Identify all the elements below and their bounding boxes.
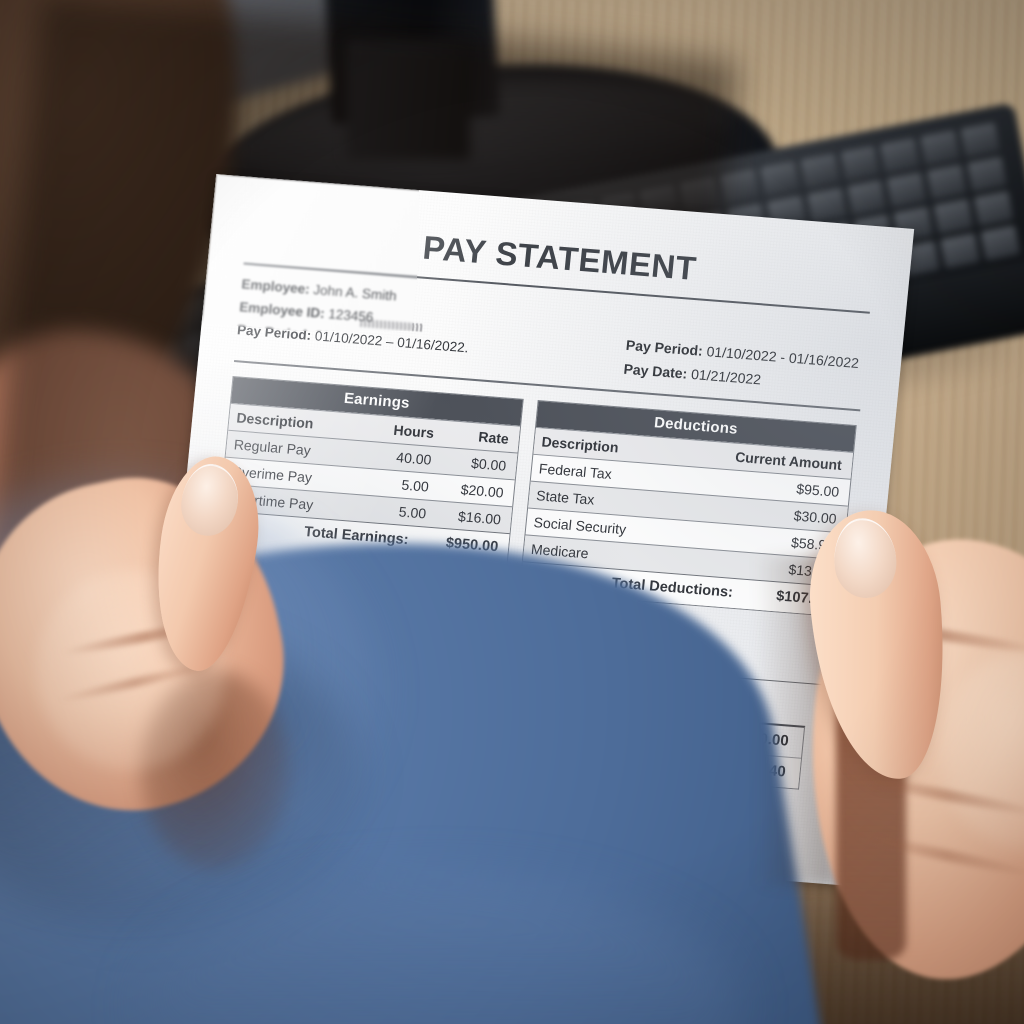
pay-date-value: 01/21/2022 (690, 366, 762, 388)
employee-pay-period-label: Pay Period: (236, 322, 312, 344)
employee-label: Employee: (240, 276, 311, 297)
pay-info-block: Pay Period: 01/10/2022 - 01/16/2022 Pay … (622, 303, 868, 400)
pay-period-label: Pay Period: (625, 336, 704, 359)
pay-date-label: Pay Date: (622, 360, 689, 382)
right-hand (756, 500, 1024, 1020)
employee-name: John A. Smith (312, 282, 398, 304)
person-ear (0, 0, 12, 91)
employee-id-label: Employee ID: (238, 299, 326, 322)
left-hand (0, 420, 370, 870)
employee-info-block: Employee: John A. Smith Employee ID: 123… (236, 272, 474, 360)
